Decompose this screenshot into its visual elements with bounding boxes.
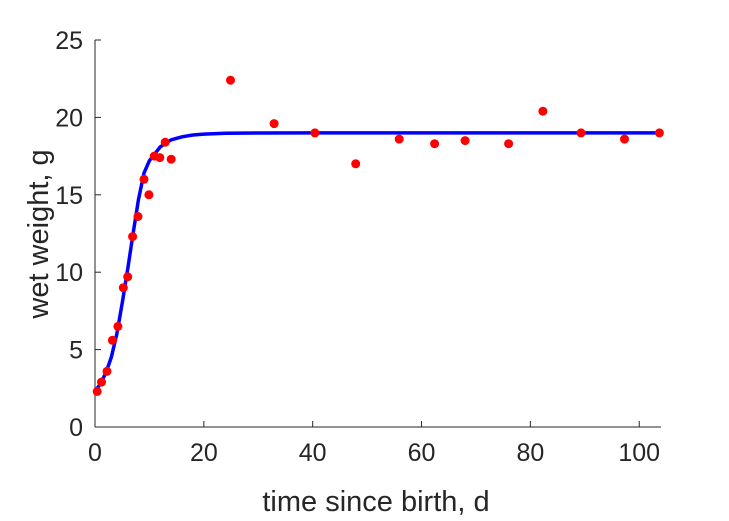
- x-tick-label: 80: [516, 439, 544, 467]
- data-point: [113, 321, 123, 331]
- data-point: [139, 174, 149, 184]
- data-point: [92, 386, 102, 396]
- y-axis-title: wet weight, g: [23, 149, 55, 319]
- x-tick-label: 40: [299, 439, 327, 467]
- data-point: [430, 139, 440, 149]
- y-tick-label: 15: [55, 182, 83, 210]
- y-tick-label: 5: [69, 337, 83, 365]
- data-point: [160, 137, 170, 147]
- data-point: [620, 134, 629, 144]
- x-tick-label: 20: [190, 439, 218, 467]
- data-point: [166, 154, 176, 164]
- data-point: [538, 106, 548, 116]
- data-point: [394, 134, 404, 144]
- x-axis-title: time since birth, d: [262, 486, 489, 518]
- data-point: [97, 377, 106, 387]
- data-point: [226, 75, 235, 85]
- data-point: [155, 153, 165, 163]
- fit-curve-line: [93, 131, 663, 394]
- x-tick-label: 100: [618, 439, 660, 467]
- data-point: [504, 139, 514, 149]
- data-point: [310, 128, 320, 138]
- data-point: [133, 212, 143, 221]
- data-point: [144, 190, 154, 200]
- data-point: [654, 128, 664, 138]
- y-tick-label: 20: [55, 104, 83, 132]
- data-point: [128, 232, 138, 242]
- y-tick-label: 25: [55, 27, 83, 55]
- x-tick-label: 0: [88, 439, 102, 467]
- data-point: [351, 159, 361, 169]
- data-point: [123, 272, 133, 282]
- axes: 0 20 40 60 80 100 0 5 10 15 20 25: [55, 27, 661, 467]
- data-point: [576, 128, 586, 138]
- x-tick-label: 60: [408, 439, 436, 467]
- plot-area: [92, 75, 664, 396]
- data-point: [269, 119, 279, 129]
- data-point: [102, 366, 112, 376]
- y-tick-label: 0: [69, 414, 83, 442]
- data-point: [460, 136, 470, 146]
- data-point: [107, 335, 117, 345]
- data-point: [118, 283, 128, 293]
- y-tick-label: 10: [55, 259, 83, 287]
